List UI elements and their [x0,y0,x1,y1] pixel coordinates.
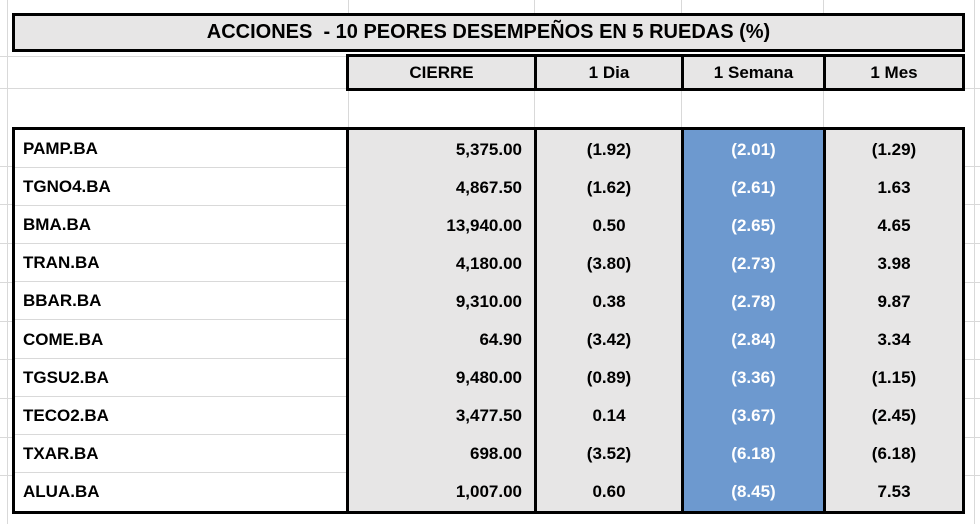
gridline [534,0,535,13]
cierre-cell[interactable]: 13,940.00 [346,206,534,245]
1dia-cell[interactable]: (3.52) [534,434,681,473]
gridline [0,282,12,283]
gridline [7,0,8,524]
gridline [0,437,12,438]
1mes-cell[interactable]: 3.34 [823,320,962,359]
1semana-cell[interactable]: (8.45) [681,472,823,511]
ticker-cell[interactable]: TRAN.BA [15,244,346,283]
cierre-cell[interactable]: 3,477.50 [346,396,534,435]
1mes-cell[interactable]: 7.53 [823,472,962,511]
1semana-cell[interactable]: (6.18) [681,434,823,473]
cierre-cell[interactable]: 9,480.00 [346,358,534,397]
gridline [965,359,980,360]
gridline [974,0,975,524]
gridline [965,398,980,399]
ticker-cell[interactable]: TGSU2.BA [15,358,346,397]
1dia-cell[interactable]: (0.89) [534,358,681,397]
cierre-cell[interactable]: 4,867.50 [346,168,534,207]
1mes-cell[interactable]: 3.98 [823,244,962,283]
gridline [0,56,346,57]
gridline [965,437,980,438]
column-header-1dia[interactable]: 1 Dia [534,57,681,88]
ticker-cell[interactable]: TXAR.BA [15,434,346,473]
gridline [0,398,12,399]
1semana-cell[interactable]: (2.78) [681,282,823,321]
1mes-cell[interactable]: (1.15) [823,358,962,397]
gridline [965,166,980,167]
gridline [0,321,12,322]
1dia-cell[interactable]: 0.50 [534,206,681,245]
gridline [348,91,349,127]
1semana-cell[interactable]: (2.65) [681,206,823,245]
1semana-cell[interactable]: (3.67) [681,396,823,435]
1mes-cell[interactable]: 1.63 [823,168,962,207]
cierre-cell[interactable]: 1,007.00 [346,472,534,511]
1dia-cell[interactable]: (1.92) [534,130,681,169]
gridline [0,475,12,476]
ticker-cell[interactable]: BBAR.BA [15,282,346,321]
gridline [0,204,12,205]
ticker-cell[interactable]: COME.BA [15,320,346,359]
1semana-cell[interactable]: (2.73) [681,244,823,283]
1semana-cell[interactable]: (2.01) [681,130,823,169]
1semana-cell[interactable]: (2.61) [681,168,823,207]
1dia-cell[interactable]: (3.42) [534,320,681,359]
1semana-cell[interactable]: (3.36) [681,358,823,397]
cierre-cell[interactable]: 9,310.00 [346,282,534,321]
1semana-cell[interactable]: (2.84) [681,320,823,359]
1dia-cell[interactable]: 0.14 [534,396,681,435]
ticker-cell[interactable]: BMA.BA [15,206,346,245]
data-table: PAMP.BA 5,375.00 (1.92) (2.01) (1.29) TG… [12,127,965,514]
1mes-cell[interactable]: 9.87 [823,282,962,321]
gridline [0,243,12,244]
ticker-cell[interactable]: ALUA.BA [15,472,346,511]
gridline [965,475,980,476]
gridline [965,204,980,205]
gridline [681,91,682,127]
1dia-cell[interactable]: (3.80) [534,244,681,283]
gridline [0,166,12,167]
table-title: ACCIONES - 10 PEORES DESEMPEÑOS EN 5 RUE… [206,21,771,43]
1dia-cell[interactable]: (1.62) [534,168,681,207]
gridline [681,0,682,13]
gridline [965,282,980,283]
cierre-cell[interactable]: 64.90 [346,320,534,359]
table-title-cell[interactable]: ACCIONES - 10 PEORES DESEMPEÑOS EN 5 RUE… [12,13,965,52]
column-header-1semana[interactable]: 1 Semana [681,57,823,88]
ticker-cell[interactable]: TECO2.BA [15,396,346,435]
cierre-cell[interactable]: 4,180.00 [346,244,534,283]
gridline [534,91,535,127]
ticker-cell[interactable]: PAMP.BA [15,130,346,169]
1mes-cell[interactable]: (1.29) [823,130,962,169]
column-header-cierre[interactable]: CIERRE [409,62,474,82]
ticker-cell[interactable]: TGNO4.BA [15,168,346,207]
column-header-row: CIERRE 1 Dia 1 Semana 1 Mes [346,54,965,91]
1dia-cell[interactable]: 0.60 [534,472,681,511]
gridline [348,0,349,13]
column-header-1mes[interactable]: 1 Mes [823,57,962,88]
gridline [965,243,980,244]
1mes-cell[interactable]: 4.65 [823,206,962,245]
gridline [823,0,824,13]
cierre-cell[interactable]: 698.00 [346,434,534,473]
gridline [965,321,980,322]
cierre-cell[interactable]: 5,375.00 [346,130,534,169]
1dia-cell[interactable]: 0.38 [534,282,681,321]
gridline [823,91,824,127]
1mes-cell[interactable]: (6.18) [823,434,962,473]
gridline [0,359,12,360]
1mes-cell[interactable]: (2.45) [823,396,962,435]
